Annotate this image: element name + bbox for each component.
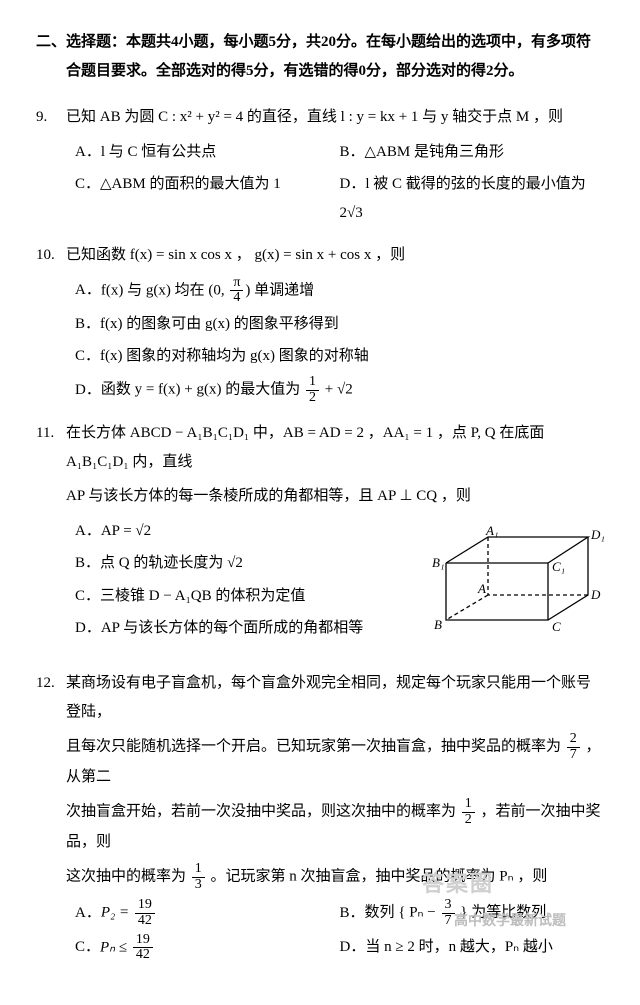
q12-text-1: 某商场设有电子盲盒机，每个盲盒外观完全相同，规定每个玩家只能用一个账号登陆，	[66, 675, 591, 720]
frac-den: 42	[133, 948, 153, 963]
question-11: 11.在长方体 ABCD − A₁B₁C₁D₁ 中，AB = AD = 2 ，A…	[36, 419, 604, 655]
frac-num: 2	[567, 732, 580, 748]
q10-number: 10.	[36, 241, 66, 270]
fraction-icon: 37	[442, 898, 455, 928]
label-d: D	[590, 587, 601, 602]
section-header: 二、选择题：本题共4小题，每小题5分，共20分。在每小题给出的选项中，有多项符合…	[36, 28, 604, 85]
q10-stem: 10.已知函数 f(x) = sin x cos x ， g(x) = sin …	[36, 241, 604, 270]
question-10: 10.已知函数 f(x) = sin x cos x ， g(x) = sin …	[36, 241, 604, 405]
q12-s4-post: 。记玩家第 n 次抽盲盒，抽中奖品的概率为 Pₙ ，则	[207, 869, 548, 885]
label-c1: C₁	[552, 559, 565, 574]
q10-b-text: f(x) 的图象可由 g(x) 的图象平移得到	[100, 316, 339, 332]
label-a: A	[477, 581, 486, 596]
q9-choice-a: A．l 与 C 恒有公共点	[75, 138, 340, 167]
fraction-icon: π4	[230, 276, 243, 306]
frac-den: 7	[442, 914, 455, 929]
frac-num: 1	[462, 797, 475, 813]
q10-choices: A．f(x) 与 g(x) 均在 (0, π4) 单调递增 B．f(x) 的图象…	[36, 276, 604, 406]
label-d1: D₁	[590, 527, 604, 542]
q12-b-pre: 数列 { Pₙ −	[365, 905, 440, 921]
q11-choice-d: D．AP 与该长方体的每个面所成的角都相等	[75, 614, 428, 643]
q10-c-text: f(x) 图象的对称轴均为 g(x) 图象的对称轴	[100, 348, 369, 364]
q10-a-pre: f(x) 与 g(x) 均在 (0,	[101, 282, 228, 298]
label-b1: B₁	[432, 555, 444, 570]
fraction-icon: 27	[567, 732, 580, 762]
fraction-icon: 1942	[135, 898, 155, 928]
fraction-icon: 12	[306, 375, 319, 405]
q11-text-1: 在长方体 ABCD − A₁B₁C₁D₁ 中，AB = AD = 2 ，AA₁ …	[66, 425, 544, 470]
frac-num: 3	[442, 898, 455, 914]
cuboid-icon: A₁ D₁ B₁ C₁ A D B C	[428, 525, 604, 645]
question-12: 12.某商场设有电子盲盒机，每个盲盒外观完全相同，规定每个玩家只能用一个账号登陆…	[36, 669, 604, 963]
q9-choice-c: C．△ABM 的面积的最大值为 1	[75, 170, 340, 227]
q9-c-text: △ABM 的面积的最大值为 1	[100, 176, 281, 192]
q10-d-pre: 函数 y = f(x) + g(x) 的最大值为	[101, 382, 304, 398]
q12-choice-d: D．当 n ≥ 2 时，n 越大，Pₙ 越小	[340, 933, 605, 963]
question-9: 9.已知 AB 为圆 C : x² + y² = 4 的直径，直线 l : y …	[36, 103, 604, 227]
label-b: B	[434, 617, 442, 632]
q12-choice-a: A．P₂ = 1942	[75, 898, 340, 928]
q10-choice-a: A．f(x) 与 g(x) 均在 (0, π4) 单调递增	[75, 276, 604, 306]
q12-choices: A．P₂ = 1942 B．数列 { Pₙ − 37 } 为等比数列 C．Pₙ …	[36, 898, 604, 963]
q9-stem: 9.已知 AB 为圆 C : x² + y² = 4 的直径，直线 l : y …	[36, 103, 604, 132]
fraction-icon: 12	[462, 797, 475, 827]
frac-den: 4	[230, 291, 243, 306]
frac-num: 19	[133, 933, 153, 949]
cuboid-figure: A₁ D₁ B₁ C₁ A D B C	[428, 517, 604, 656]
q12-stem-1: 12.某商场设有电子盲盒机，每个盲盒外观完全相同，规定每个玩家只能用一个账号登陆…	[36, 669, 604, 726]
q11-b-text: 点 Q 的轨迹长度为 √2	[100, 555, 243, 571]
q12-c-pre: Pₙ ≤	[100, 939, 131, 955]
q9-d-text: l 被 C 截得的弦的长度的最小值为 2√3	[340, 176, 586, 221]
q9-choice-b: B．△ABM 是钝角三角形	[340, 138, 605, 167]
label-c: C	[552, 619, 561, 634]
q9-a-text: l 与 C 恒有公共点	[101, 144, 216, 160]
q12-stem-3: 次抽盲盒开始，若前一次没抽中奖品，则这次抽中的概率为 12 ，若前一次抽中奖品，…	[36, 797, 604, 856]
q11-c-text: 三棱锥 D − A₁QB 的体积为定值	[100, 588, 305, 604]
frac-den: 42	[135, 914, 155, 929]
q9-text: 已知 AB 为圆 C : x² + y² = 4 的直径，直线 l : y = …	[66, 109, 563, 125]
q11-stem-2: AP 与该长方体的每一条棱所成的角都相等，且 AP ⊥ CQ ，则	[36, 482, 604, 511]
q12-stem-4: 这次抽中的概率为 13 。记玩家第 n 次抽盲盒，抽中奖品的概率为 Pₙ ，则	[36, 862, 604, 892]
frac-num: 19	[135, 898, 155, 914]
q11-a-text: AP = √2	[101, 523, 151, 539]
q10-d-post: + √2	[321, 382, 353, 398]
q9-number: 9.	[36, 103, 66, 132]
q10-choice-b: B．f(x) 的图象可由 g(x) 的图象平移得到	[75, 310, 604, 339]
frac-den: 2	[462, 813, 475, 828]
q10-a-post: ) 单调递增	[245, 282, 314, 298]
frac-num: 1	[306, 375, 319, 391]
q12-d-text: 当 n ≥ 2 时，n 越大，Pₙ 越小	[365, 939, 553, 955]
q12-choice-b: B．数列 { Pₙ − 37 } 为等比数列	[340, 898, 605, 928]
q12-s4-pre: 这次抽中的概率为	[66, 869, 190, 885]
q12-stem-2: 且每次只能随机选择一个开启。已知玩家第一次抽盲盒，抽中奖品的概率为 27 ，从第…	[36, 732, 604, 791]
q10-choice-c: C．f(x) 图象的对称轴均为 g(x) 图象的对称轴	[75, 342, 604, 371]
q12-s3-pre: 次抽盲盒开始，若前一次没抽中奖品，则这次抽中的概率为	[66, 804, 460, 820]
frac-num: π	[230, 276, 243, 292]
q12-s2-pre: 且每次只能随机选择一个开启。已知玩家第一次抽盲盒，抽中奖品的概率为	[66, 739, 565, 755]
q9-choices: A．l 与 C 恒有公共点 B．△ABM 是钝角三角形 C．△ABM 的面积的最…	[36, 138, 604, 228]
q11-choice-b: B．点 Q 的轨迹长度为 √2	[75, 549, 428, 578]
q11-choice-c: C．三棱锥 D − A₁QB 的体积为定值	[75, 582, 428, 611]
fraction-icon: 1942	[133, 933, 153, 963]
q11-d-text: AP 与该长方体的每个面所成的角都相等	[101, 620, 363, 636]
frac-den: 7	[567, 748, 580, 763]
q12-a-pre: P₂ =	[101, 905, 133, 921]
label-a1: A₁	[485, 525, 498, 538]
q12-choice-c: C．Pₙ ≤ 1942	[75, 933, 340, 963]
frac-num: 1	[192, 862, 205, 878]
q12-b-post: } 为等比数列	[457, 905, 547, 921]
q9-b-text: △ABM 是钝角三角形	[365, 144, 504, 160]
q11-choice-a: A．AP = √2	[75, 517, 428, 546]
q12-number: 12.	[36, 669, 66, 698]
q11-stem-1: 11.在长方体 ABCD − A₁B₁C₁D₁ 中，AB = AD = 2 ，A…	[36, 419, 604, 476]
q10-text: 已知函数 f(x) = sin x cos x ， g(x) = sin x +…	[66, 247, 405, 263]
fraction-icon: 13	[192, 862, 205, 892]
q11-choices: A．AP = √2 B．点 Q 的轨迹长度为 √2 C．三棱锥 D − A₁QB…	[36, 517, 428, 647]
q10-choice-d: D．函数 y = f(x) + g(x) 的最大值为 12 + √2	[75, 375, 604, 405]
frac-den: 2	[306, 391, 319, 406]
q11-number: 11.	[36, 419, 66, 448]
q9-choice-d: D．l 被 C 截得的弦的长度的最小值为 2√3	[340, 170, 605, 227]
frac-den: 3	[192, 878, 205, 893]
